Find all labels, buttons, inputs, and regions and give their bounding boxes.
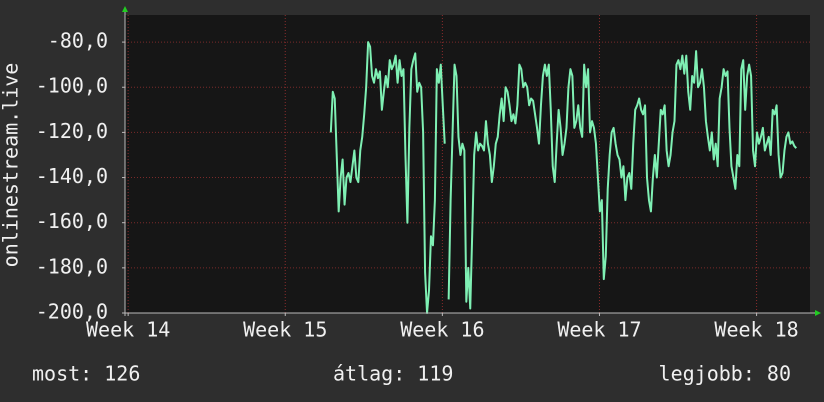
stat-current: most: 126 bbox=[32, 362, 140, 386]
series bbox=[329, 41, 798, 314]
x-axis-arrow bbox=[815, 310, 821, 316]
y-tick-label: -200,0 bbox=[36, 300, 108, 324]
x-tick-label: Week 16 bbox=[400, 318, 484, 342]
y-axis-arrow bbox=[122, 6, 128, 12]
y-tick-label: -180,0 bbox=[36, 254, 108, 278]
x-tick-label: Week 14 bbox=[86, 318, 170, 342]
y-axis-title: onlinestream.live bbox=[0, 63, 23, 268]
stat-best: legjobb: 80 bbox=[659, 362, 791, 386]
x-tick-label: Week 18 bbox=[714, 318, 798, 342]
y-tick-label: -140,0 bbox=[36, 164, 108, 188]
y-tick-label: -100,0 bbox=[36, 74, 108, 98]
data-line bbox=[329, 41, 798, 314]
y-tick-label: -80,0 bbox=[48, 29, 108, 53]
x-tick-label: Week 17 bbox=[557, 318, 641, 342]
stat-average: átlag: 119 bbox=[333, 362, 453, 386]
y-tick-label: -160,0 bbox=[36, 209, 108, 233]
y-tick-label: -120,0 bbox=[36, 119, 108, 143]
x-tick-label: Week 15 bbox=[243, 318, 327, 342]
